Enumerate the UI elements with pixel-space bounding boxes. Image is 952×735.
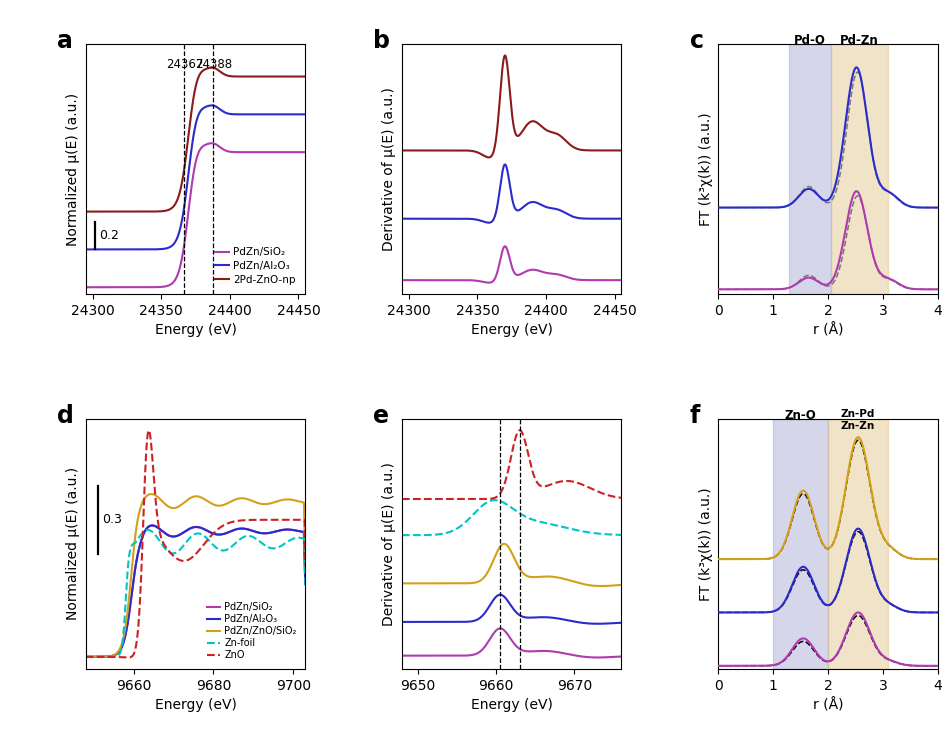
Bar — [828, 419, 888, 669]
Text: Pd-Zn: Pd-Zn — [840, 34, 879, 47]
X-axis label: r (Å): r (Å) — [813, 323, 843, 337]
X-axis label: Energy (eV): Energy (eV) — [470, 698, 553, 712]
Text: f: f — [689, 404, 700, 428]
Y-axis label: FT (k³χ(k)) (a.u.): FT (k³χ(k)) (a.u.) — [699, 112, 712, 226]
Bar — [831, 44, 888, 294]
Text: c: c — [689, 29, 704, 53]
Text: b: b — [373, 29, 390, 53]
Y-axis label: Normalized μ(E) (a.u.): Normalized μ(E) (a.u.) — [66, 93, 80, 245]
Text: Zn-O: Zn-O — [784, 409, 817, 422]
Text: d: d — [57, 404, 74, 428]
X-axis label: r (Å): r (Å) — [813, 698, 843, 712]
Text: 0.2: 0.2 — [99, 229, 119, 243]
Y-axis label: FT (k³χ(k)) (a.u.): FT (k³χ(k)) (a.u.) — [699, 487, 712, 600]
Legend: PdZn/SiO₂, PdZn/Al₂O₃, PdZn/ZnO/SiO₂, Zn-foil, ZnO: PdZn/SiO₂, PdZn/Al₂O₃, PdZn/ZnO/SiO₂, Zn… — [203, 598, 301, 664]
Y-axis label: Normalized μ(E) (a.u.): Normalized μ(E) (a.u.) — [66, 467, 80, 620]
Y-axis label: Derivative of μ(E) (a.u.): Derivative of μ(E) (a.u.) — [383, 87, 396, 251]
Text: e: e — [373, 404, 389, 428]
Bar — [789, 44, 831, 294]
X-axis label: Energy (eV): Energy (eV) — [470, 323, 553, 337]
Text: a: a — [57, 29, 73, 53]
Text: 24388: 24388 — [195, 57, 232, 71]
X-axis label: Energy (eV): Energy (eV) — [154, 323, 236, 337]
Legend: PdZn/SiO₂, PdZn/Al₂O₃, 2Pd-ZnO-np: PdZn/SiO₂, PdZn/Al₂O₃, 2Pd-ZnO-np — [210, 243, 300, 289]
Y-axis label: Derivative of μ(E) (a.u.): Derivative of μ(E) (a.u.) — [383, 462, 396, 625]
Text: 0.3: 0.3 — [102, 513, 122, 526]
X-axis label: Energy (eV): Energy (eV) — [154, 698, 236, 712]
Bar — [773, 419, 828, 669]
Text: 24367: 24367 — [166, 57, 203, 71]
Text: Pd-O: Pd-O — [794, 34, 825, 47]
Text: Zn-Pd
Zn-Zn: Zn-Pd Zn-Zn — [841, 409, 875, 431]
